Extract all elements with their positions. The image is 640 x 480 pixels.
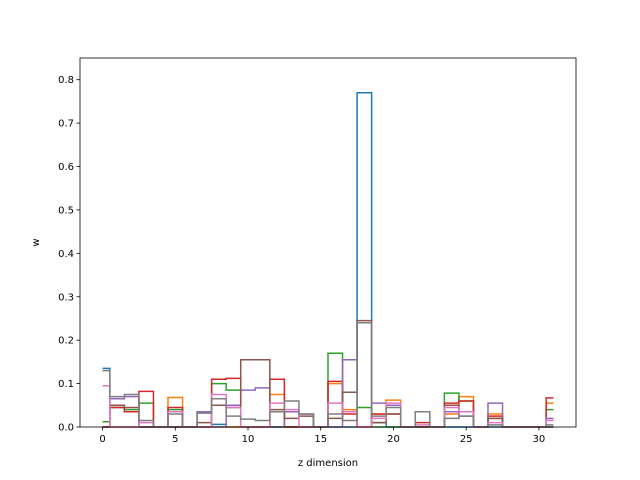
y-tick-label: 0.8 bbox=[58, 75, 74, 86]
x-axis: 0 5 10 15 20 25 30 bbox=[99, 427, 545, 445]
x-tick-label: 20 bbox=[387, 434, 400, 445]
x-tick-label: 0 bbox=[99, 434, 105, 445]
y-axis-label: w bbox=[31, 238, 42, 246]
x-tick-label: 10 bbox=[242, 434, 255, 445]
x-tick-label: 30 bbox=[533, 434, 546, 445]
y-tick-label: 0.3 bbox=[58, 292, 74, 303]
x-tick-label: 15 bbox=[314, 434, 327, 445]
y-tick-label: 0.1 bbox=[58, 379, 74, 390]
axes-frame bbox=[79, 57, 577, 428]
y-tick-label: 0.5 bbox=[58, 205, 74, 216]
x-tick-label: 25 bbox=[460, 434, 473, 445]
y-tick-label: 0.0 bbox=[58, 423, 74, 434]
y-tick-label: 0.6 bbox=[58, 162, 74, 173]
y-tick-label: 0.2 bbox=[58, 336, 74, 347]
y-tick-label: 0.7 bbox=[58, 119, 74, 130]
x-axis-label: z dimension bbox=[298, 458, 358, 469]
x-tick-label: 5 bbox=[172, 434, 178, 445]
y-tick-label: 0.4 bbox=[58, 249, 74, 260]
y-axis: 0.0 0.1 0.2 0.3 0.4 0.5 0.6 0.7 0.8 bbox=[58, 75, 80, 434]
